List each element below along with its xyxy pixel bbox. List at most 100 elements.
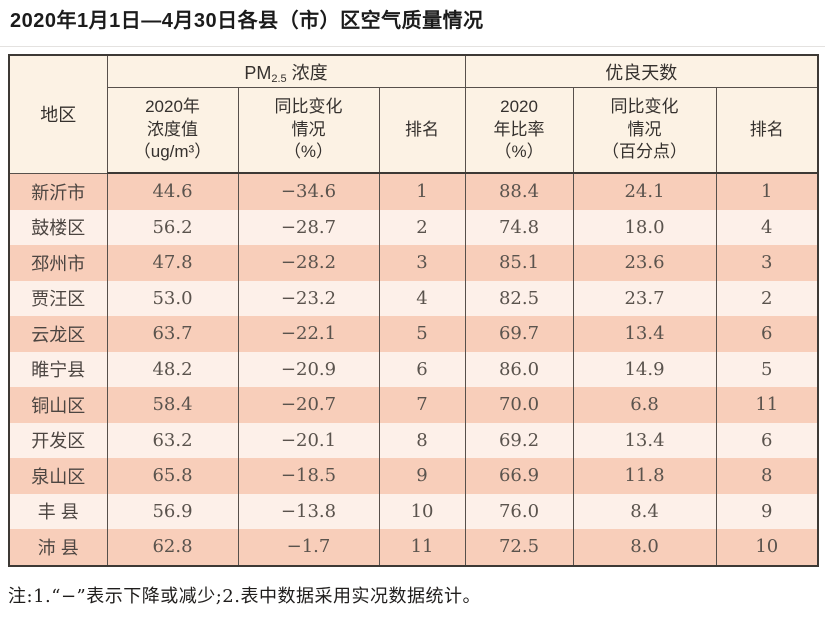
pm-change-cell: −28.7 bbox=[237, 209, 380, 245]
table-row: 云龙区 63.7 −22.1 5 69.7 13.4 6 bbox=[8, 316, 819, 352]
days-ratio-cell: 86.0 bbox=[464, 351, 574, 387]
days-rank-cell: 10 bbox=[715, 529, 819, 566]
pm25-label-suffix: 浓度 bbox=[286, 62, 328, 83]
table-row: 泉山区 65.8 −18.5 9 66.9 11.8 8 bbox=[8, 458, 819, 494]
days-change-cell: 13.4 bbox=[572, 422, 717, 458]
table-row: 铜山区 58.4 −20.7 7 70.0 6.8 11 bbox=[8, 387, 819, 423]
days-change-cell: 8.4 bbox=[572, 493, 717, 529]
days-change-cell: 23.7 bbox=[572, 280, 717, 316]
pm-value-cell: 48.2 bbox=[106, 351, 239, 387]
pm-value-cell: 63.7 bbox=[106, 316, 239, 352]
days-ratio-cell: 76.0 bbox=[464, 493, 574, 529]
pm-change-cell: −18.5 bbox=[237, 458, 380, 494]
days-ratio-cell: 82.5 bbox=[464, 280, 574, 316]
days-ratio-cell: 70.0 bbox=[464, 387, 574, 423]
table-row: 开发区 63.2 −20.1 8 69.2 13.4 6 bbox=[8, 422, 819, 458]
days-rank-cell: 3 bbox=[715, 245, 819, 281]
pm-value-cell: 62.8 bbox=[106, 529, 239, 566]
days-rank-cell: 2 bbox=[715, 280, 819, 316]
region-cell: 铜山区 bbox=[8, 387, 108, 423]
pm-value-header: 2020年 浓度值 （ug/m³） bbox=[106, 87, 239, 174]
pm-rank-cell: 5 bbox=[378, 316, 466, 352]
days-rank-cell: 9 bbox=[715, 493, 819, 529]
region-cell: 睢宁县 bbox=[8, 351, 108, 387]
pm-rank-cell: 2 bbox=[378, 209, 466, 245]
pm25-group-header: PM2.5 浓度 bbox=[106, 55, 466, 88]
pm-change-cell: −28.2 bbox=[237, 245, 380, 281]
table-row: 丰 县 56.9 −13.8 10 76.0 8.4 9 bbox=[8, 493, 819, 529]
pm-change-cell: −1.7 bbox=[237, 529, 380, 566]
days-rank-cell: 6 bbox=[715, 316, 819, 352]
page-title: 2020年1月1日—4月30日各县（市）区空气质量情况 bbox=[10, 10, 484, 32]
pm-value-cell: 65.8 bbox=[106, 458, 239, 494]
region-cell: 开发区 bbox=[8, 422, 108, 458]
air-quality-table: 地区 PM2.5 浓度 优良天数 2020年 浓度值 （ug/m³） 同比变化 … bbox=[8, 54, 820, 567]
pm25-label-prefix: PM bbox=[244, 62, 272, 83]
region-cell: 丰 县 bbox=[8, 493, 108, 529]
pm-rank-cell: 7 bbox=[378, 387, 466, 423]
table-row: 鼓楼区 56.2 −28.7 2 74.8 18.0 4 bbox=[8, 209, 819, 245]
table-header: 地区 PM2.5 浓度 优良天数 2020年 浓度值 （ug/m³） 同比变化 … bbox=[8, 55, 819, 174]
pm25-label-subscript: 2.5 bbox=[271, 72, 287, 85]
table-row: 贾汪区 53.0 −23.2 4 82.5 23.7 2 bbox=[8, 280, 819, 316]
days-change-cell: 11.8 bbox=[572, 458, 717, 494]
pm-value-cell: 47.8 bbox=[106, 245, 239, 281]
sub-header-row: 2020年 浓度值 （ug/m³） 同比变化 情况 （%） 排名 2020 年比… bbox=[9, 87, 819, 174]
days-ratio-cell: 69.7 bbox=[464, 316, 574, 352]
pm-rank-cell: 6 bbox=[378, 351, 466, 387]
pm-value-cell: 56.2 bbox=[106, 209, 239, 245]
days-change-cell: 8.0 bbox=[572, 529, 717, 566]
pm-change-cell: −23.2 bbox=[237, 280, 380, 316]
pm-rank-cell: 1 bbox=[378, 173, 466, 210]
days-rank-cell: 8 bbox=[715, 458, 819, 494]
pm-change-cell: −20.9 bbox=[237, 351, 380, 387]
days-change-cell: 13.4 bbox=[572, 316, 717, 352]
title-divider bbox=[0, 46, 825, 47]
pm-change-cell: −20.7 bbox=[237, 387, 380, 423]
region-cell: 新沂市 bbox=[8, 173, 108, 210]
pm-rank-cell: 9 bbox=[378, 458, 466, 494]
days-change-cell: 24.1 bbox=[572, 173, 717, 210]
pm-value-cell: 53.0 bbox=[106, 280, 239, 316]
days-change-cell: 6.8 bbox=[572, 387, 717, 423]
days-rank-cell: 11 bbox=[715, 387, 819, 423]
footnote: 注:1.“−”表示下降或减少;2.表中数据采用实况数据统计。 bbox=[8, 585, 481, 607]
pm-change-cell: −20.1 bbox=[237, 422, 380, 458]
table-row: 新沂市 44.6 −34.6 1 88.4 24.1 1 bbox=[8, 173, 819, 210]
region-cell: 邳州市 bbox=[8, 245, 108, 281]
pm-change-cell: −34.6 bbox=[237, 173, 380, 210]
days-ratio-header: 2020 年比率 （%） bbox=[464, 87, 574, 174]
days-ratio-cell: 69.2 bbox=[464, 422, 574, 458]
table-row: 睢宁县 48.2 −20.9 6 86.0 14.9 5 bbox=[8, 351, 819, 387]
days-change-cell: 18.0 bbox=[572, 209, 717, 245]
days-ratio-cell: 85.1 bbox=[464, 245, 574, 281]
region-cell: 云龙区 bbox=[8, 316, 108, 352]
days-rank-cell: 5 bbox=[715, 351, 819, 387]
pm-rank-header: 排名 bbox=[378, 87, 466, 174]
days-ratio-cell: 72.5 bbox=[464, 529, 574, 566]
days-rank-header: 排名 bbox=[715, 87, 819, 174]
table-row: 沛 县 62.8 −1.7 11 72.5 8.0 10 bbox=[8, 529, 819, 566]
page: 2020年1月1日—4月30日各县（市）区空气质量情况 地区 PM2.5 浓度 … bbox=[0, 9, 825, 620]
pm-change-header: 同比变化 情况 （%） bbox=[237, 87, 380, 174]
region-column-header: 地区 bbox=[8, 55, 108, 174]
region-cell: 贾汪区 bbox=[8, 280, 108, 316]
pm-value-cell: 58.4 bbox=[106, 387, 239, 423]
days-ratio-cell: 88.4 bbox=[464, 173, 574, 210]
table-row: 邳州市 47.8 −28.2 3 85.1 23.6 3 bbox=[8, 245, 819, 281]
table-body: 新沂市 44.6 −34.6 1 88.4 24.1 1 鼓楼区 56.2 −28.7 2 74.8 1… bbox=[8, 173, 819, 566]
days-ratio-cell: 74.8 bbox=[464, 209, 574, 245]
days-change-cell: 23.6 bbox=[572, 245, 717, 281]
days-change-cell: 14.9 bbox=[572, 351, 717, 387]
pm-value-cell: 63.2 bbox=[106, 422, 239, 458]
pm-change-cell: −13.8 bbox=[237, 493, 380, 529]
region-cell: 鼓楼区 bbox=[8, 209, 108, 245]
days-rank-cell: 6 bbox=[715, 422, 819, 458]
days-ratio-cell: 66.9 bbox=[464, 458, 574, 494]
pm-rank-cell: 11 bbox=[378, 529, 466, 566]
pm-rank-cell: 8 bbox=[378, 422, 466, 458]
days-rank-cell: 4 bbox=[715, 209, 819, 245]
pm-rank-cell: 10 bbox=[378, 493, 466, 529]
good-days-group-header: 优良天数 bbox=[464, 55, 819, 88]
days-rank-cell: 1 bbox=[715, 173, 819, 210]
